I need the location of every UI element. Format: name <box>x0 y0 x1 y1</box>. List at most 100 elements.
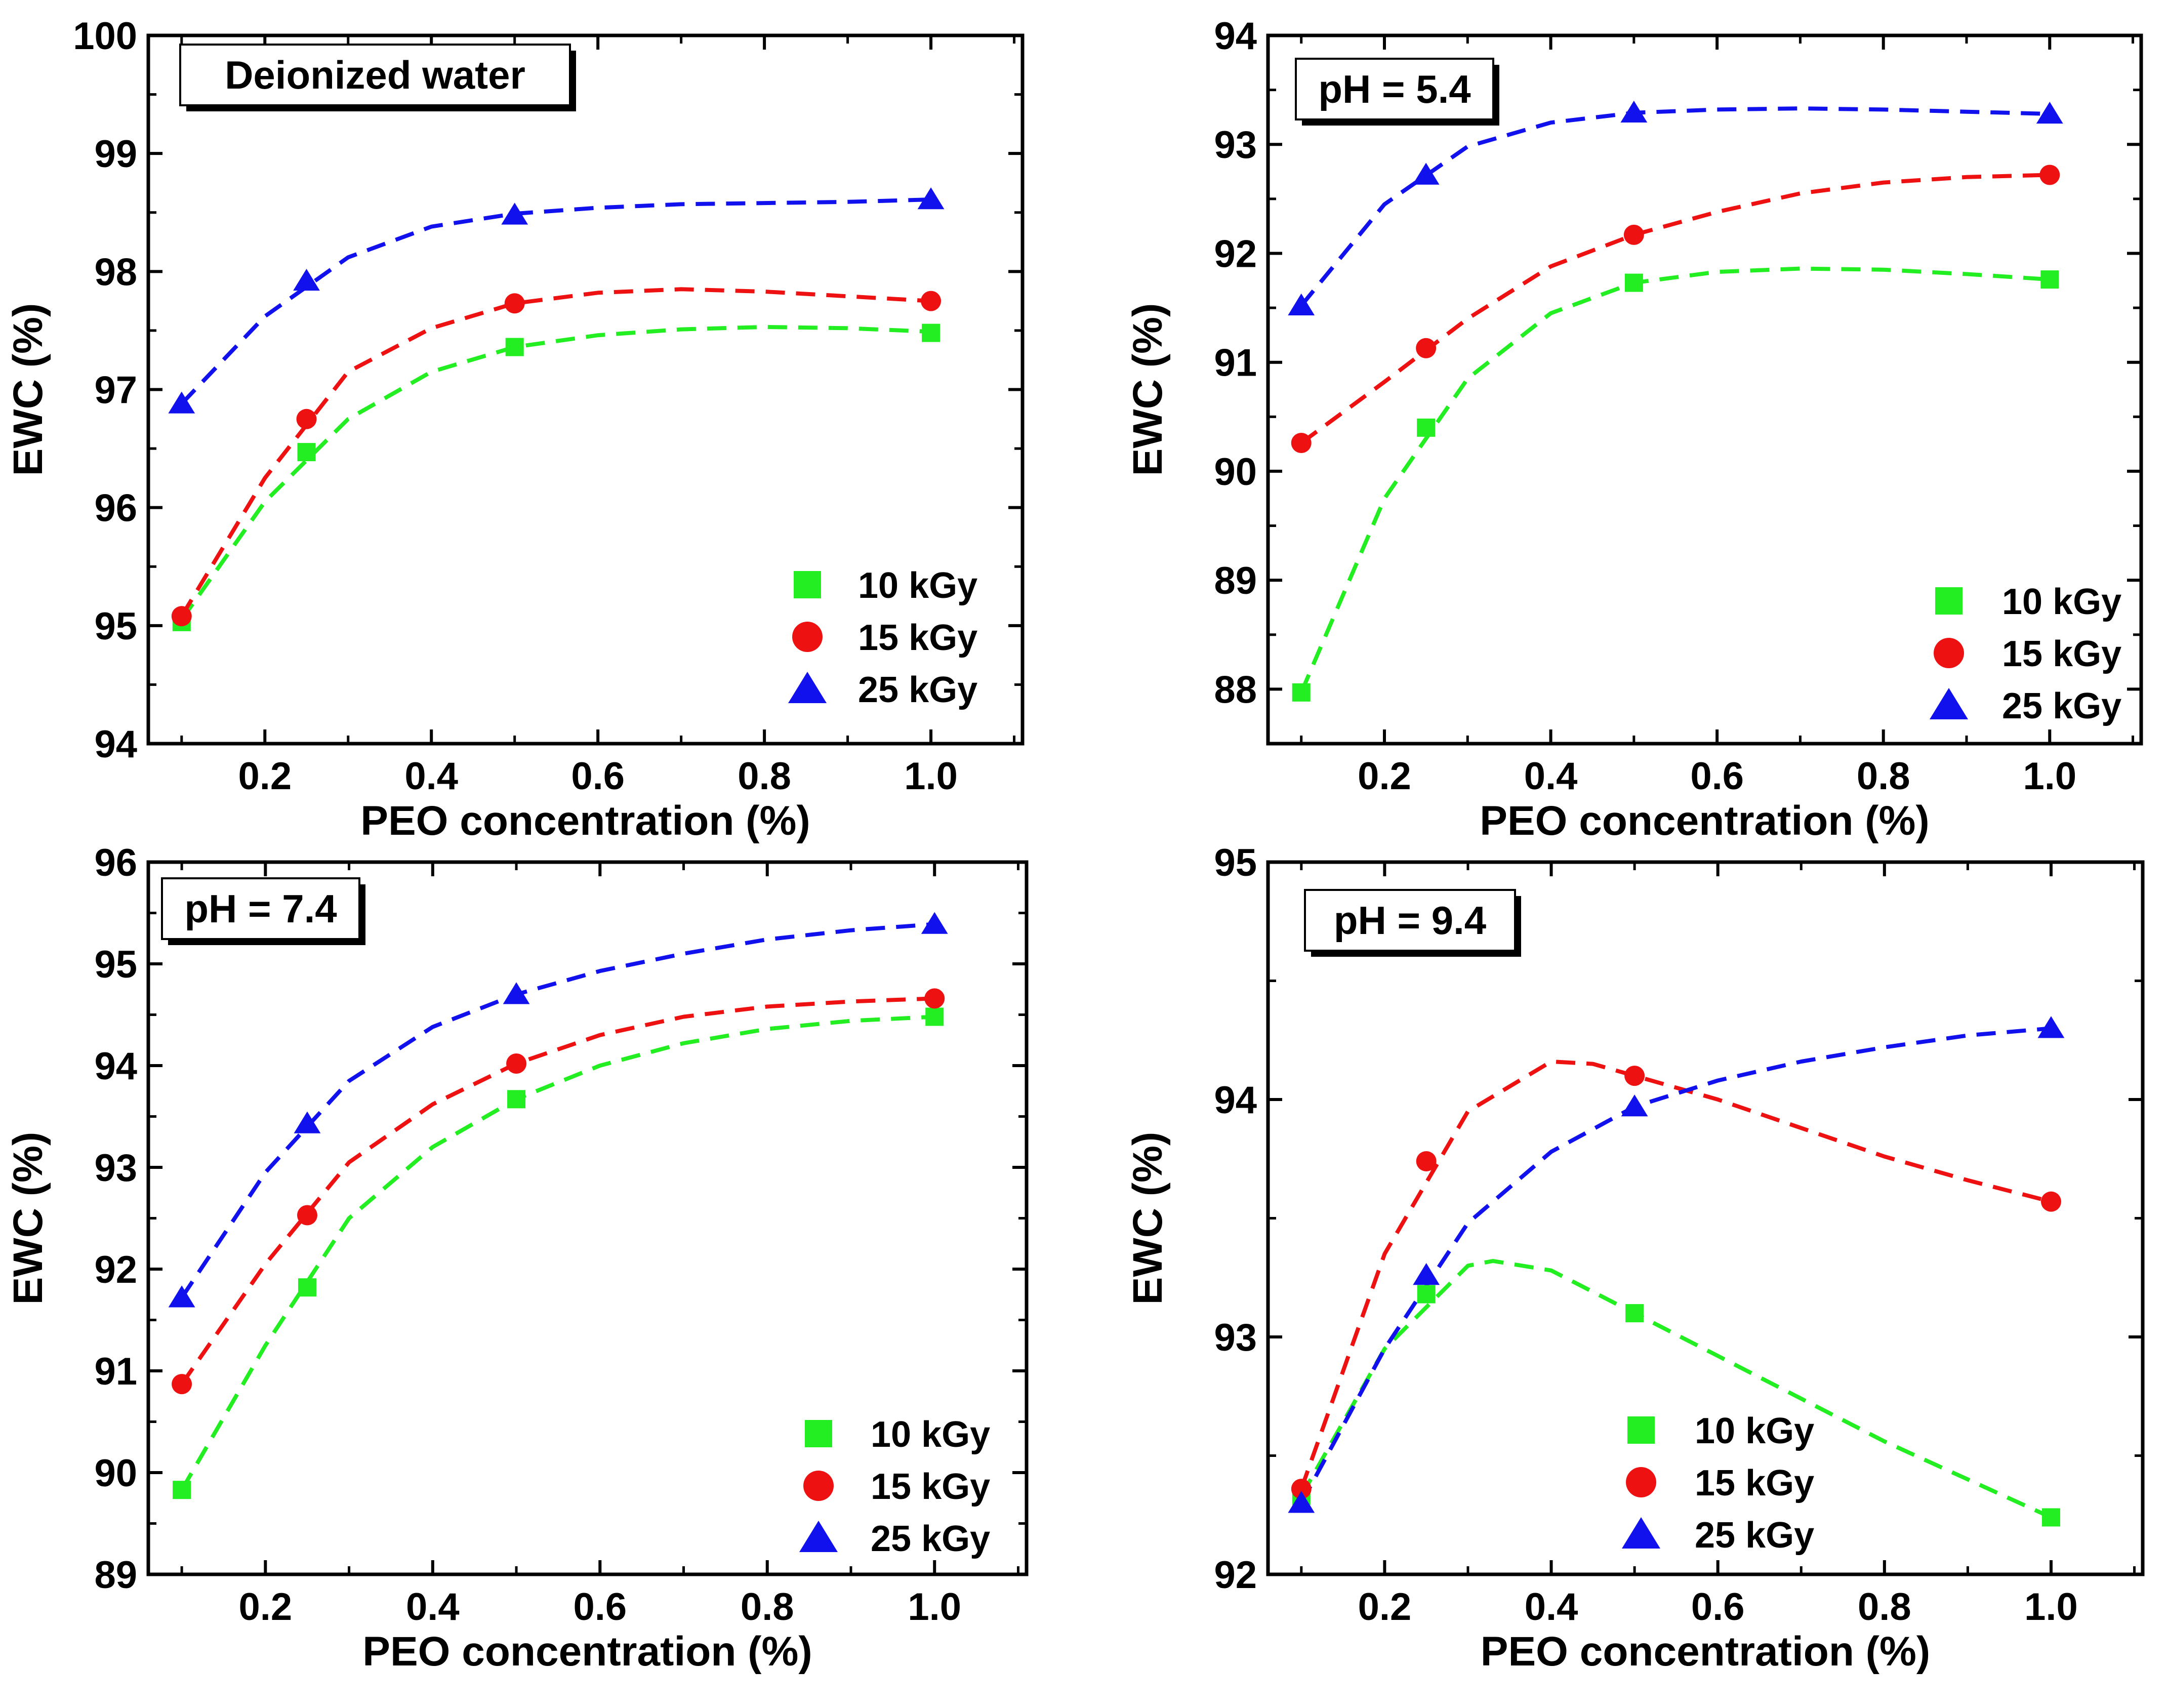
chart-panel-2: 0.2 0.4 0.6 0.8 1.0 88 89 90 91 92 93 94 PEO concent… <box>1125 15 2143 844</box>
data-point-triangle <box>1412 162 1440 185</box>
title-box <box>1295 58 1494 120</box>
legend: 10 kGy 15 kGy 25 kGy <box>1622 1411 1814 1556</box>
panel-title: pH = 5.4 <box>1318 67 1470 111</box>
fit-curve-25-kgy <box>180 922 935 1299</box>
x-tick-label: 0.6 <box>1691 1585 1745 1629</box>
fit-curve-15-kgy <box>1299 1060 2052 1490</box>
fit-curve-10-kgy <box>1299 266 2050 694</box>
data-point-triangle <box>293 268 320 291</box>
panel-title: pH = 7.4 <box>184 886 337 931</box>
legend-label: 15 kGy <box>1695 1463 1814 1503</box>
legend-marker-triangle <box>1930 688 1968 719</box>
chart-panel-1: 0.2 0.4 0.6 0.8 1.0 94 95 96 97 98 99 100 PEO concen… <box>5 15 1025 844</box>
panel-title-box: pH = 9.4 <box>1304 889 1521 957</box>
legend-label: 25 kGy <box>871 1519 990 1559</box>
x-tick-label: 0.6 <box>573 1585 627 1629</box>
data-point-circle <box>1416 1151 1437 1171</box>
x-axis-label: PEO concentration (%) <box>1480 798 1929 844</box>
data-point-triangle <box>168 391 195 414</box>
y-tick-label: 89 <box>1214 559 1257 602</box>
title-box <box>1304 889 1516 952</box>
data-point-circle <box>506 1053 527 1074</box>
legend-label: 15 kGy <box>2002 634 2121 674</box>
legend-label: 10 kGy <box>2002 582 2121 622</box>
y-tick-label: 94 <box>94 723 137 766</box>
data-point-circle <box>171 606 192 627</box>
x-tick-label: 0.8 <box>741 1585 794 1629</box>
x-tick-label: 0.4 <box>404 755 458 798</box>
y-tick-label: 90 <box>1214 451 1257 494</box>
x-axis-label: PEO concentration (%) <box>360 798 810 844</box>
data-point-triangle <box>1413 1263 1440 1285</box>
plot-frame <box>1266 33 2143 746</box>
x-tick-label: 0.8 <box>738 755 791 798</box>
x-tick-label: 0.2 <box>238 755 292 798</box>
y-tick-label: 95 <box>94 943 137 986</box>
x-tick-label: 1.0 <box>904 755 958 798</box>
data-point-square <box>173 1481 191 1499</box>
y-axis-label: EWC (%) <box>1125 1132 1171 1305</box>
fit-curve-25-kgy <box>1299 106 2050 307</box>
x-tick-label: 0.8 <box>1858 1585 1911 1629</box>
panel-title: pH = 9.4 <box>1334 898 1486 943</box>
data-point-triangle <box>1288 293 1315 315</box>
x-tick-label: 0.8 <box>1857 755 1910 798</box>
x-tick-label: 0.2 <box>239 1585 293 1629</box>
x-axis-label: PEO concentration (%) <box>362 1629 812 1675</box>
x-tick-label: 1.0 <box>2024 1585 2078 1629</box>
panel-title-box: pH = 5.4 <box>1295 58 1499 126</box>
legend-label: 10 kGy <box>871 1414 990 1455</box>
data-point-square <box>925 1007 944 1026</box>
data-point-square <box>1417 1285 1436 1304</box>
data-point-triangle <box>2036 101 2063 124</box>
x-tick-label: 1.0 <box>2023 755 2076 798</box>
data-point-circle <box>1623 224 1644 245</box>
data-point-circle <box>296 409 317 429</box>
data-point-triangle <box>1621 1094 1648 1117</box>
data-point-circle <box>2039 165 2060 185</box>
y-axis-label: EWC (%) <box>1125 303 1171 476</box>
legend-label: 25 kGy <box>2002 686 2121 726</box>
title-box <box>161 877 360 940</box>
fit-curve-15-kgy <box>180 996 935 1386</box>
legend-label: 15 kGy <box>858 618 977 658</box>
x-tick-label: 0.6 <box>1690 755 1744 798</box>
legend-marker-triangle <box>1622 1517 1660 1549</box>
data-point-circle <box>1624 1066 1645 1086</box>
y-tick-label: 96 <box>94 841 137 884</box>
y-axis-label: EWC (%) <box>5 1132 51 1305</box>
data-point-circle <box>297 1205 317 1226</box>
data-point-square <box>1417 418 1436 437</box>
data-point-triangle <box>1620 100 1648 123</box>
y-tick-label: 90 <box>94 1452 137 1495</box>
legend-label: 25 kGy <box>858 670 977 710</box>
data-point-circle <box>1291 432 1312 453</box>
y-tick-label: 91 <box>1214 342 1257 385</box>
y-tick-label: 95 <box>1214 841 1257 884</box>
y-tick-label: 97 <box>94 369 137 412</box>
data-point-triangle <box>921 912 948 934</box>
x-axis-label: PEO concentration (%) <box>1481 1629 1930 1675</box>
data-point-circle <box>2040 1191 2061 1212</box>
legend-label: 15 kGy <box>871 1467 990 1507</box>
data-point-triangle <box>1288 1491 1315 1513</box>
legend-marker-circle <box>1626 1467 1656 1497</box>
y-tick-label: 93 <box>1214 1316 1257 1359</box>
data-point-square <box>2041 1508 2060 1527</box>
y-tick-label: 91 <box>94 1350 137 1393</box>
y-tick-label: 94 <box>94 1045 137 1088</box>
y-tick-label: 93 <box>94 1147 137 1190</box>
y-tick-label: 94 <box>1214 15 1257 58</box>
legend-marker-square <box>794 571 821 598</box>
x-tick-label: 0.4 <box>1525 1585 1578 1629</box>
legend-marker-square <box>805 1420 832 1447</box>
data-point-circle <box>172 1374 192 1395</box>
y-tick-label: 94 <box>1214 1079 1257 1122</box>
legend-marker-square <box>1627 1416 1655 1444</box>
data-point-triangle <box>294 1111 321 1133</box>
x-tick-label: 0.4 <box>1524 755 1578 798</box>
y-tick-label: 88 <box>1214 668 1257 711</box>
data-point-circle <box>1416 338 1437 358</box>
legend-label: 25 kGy <box>1695 1515 1814 1556</box>
title-box <box>179 44 571 106</box>
